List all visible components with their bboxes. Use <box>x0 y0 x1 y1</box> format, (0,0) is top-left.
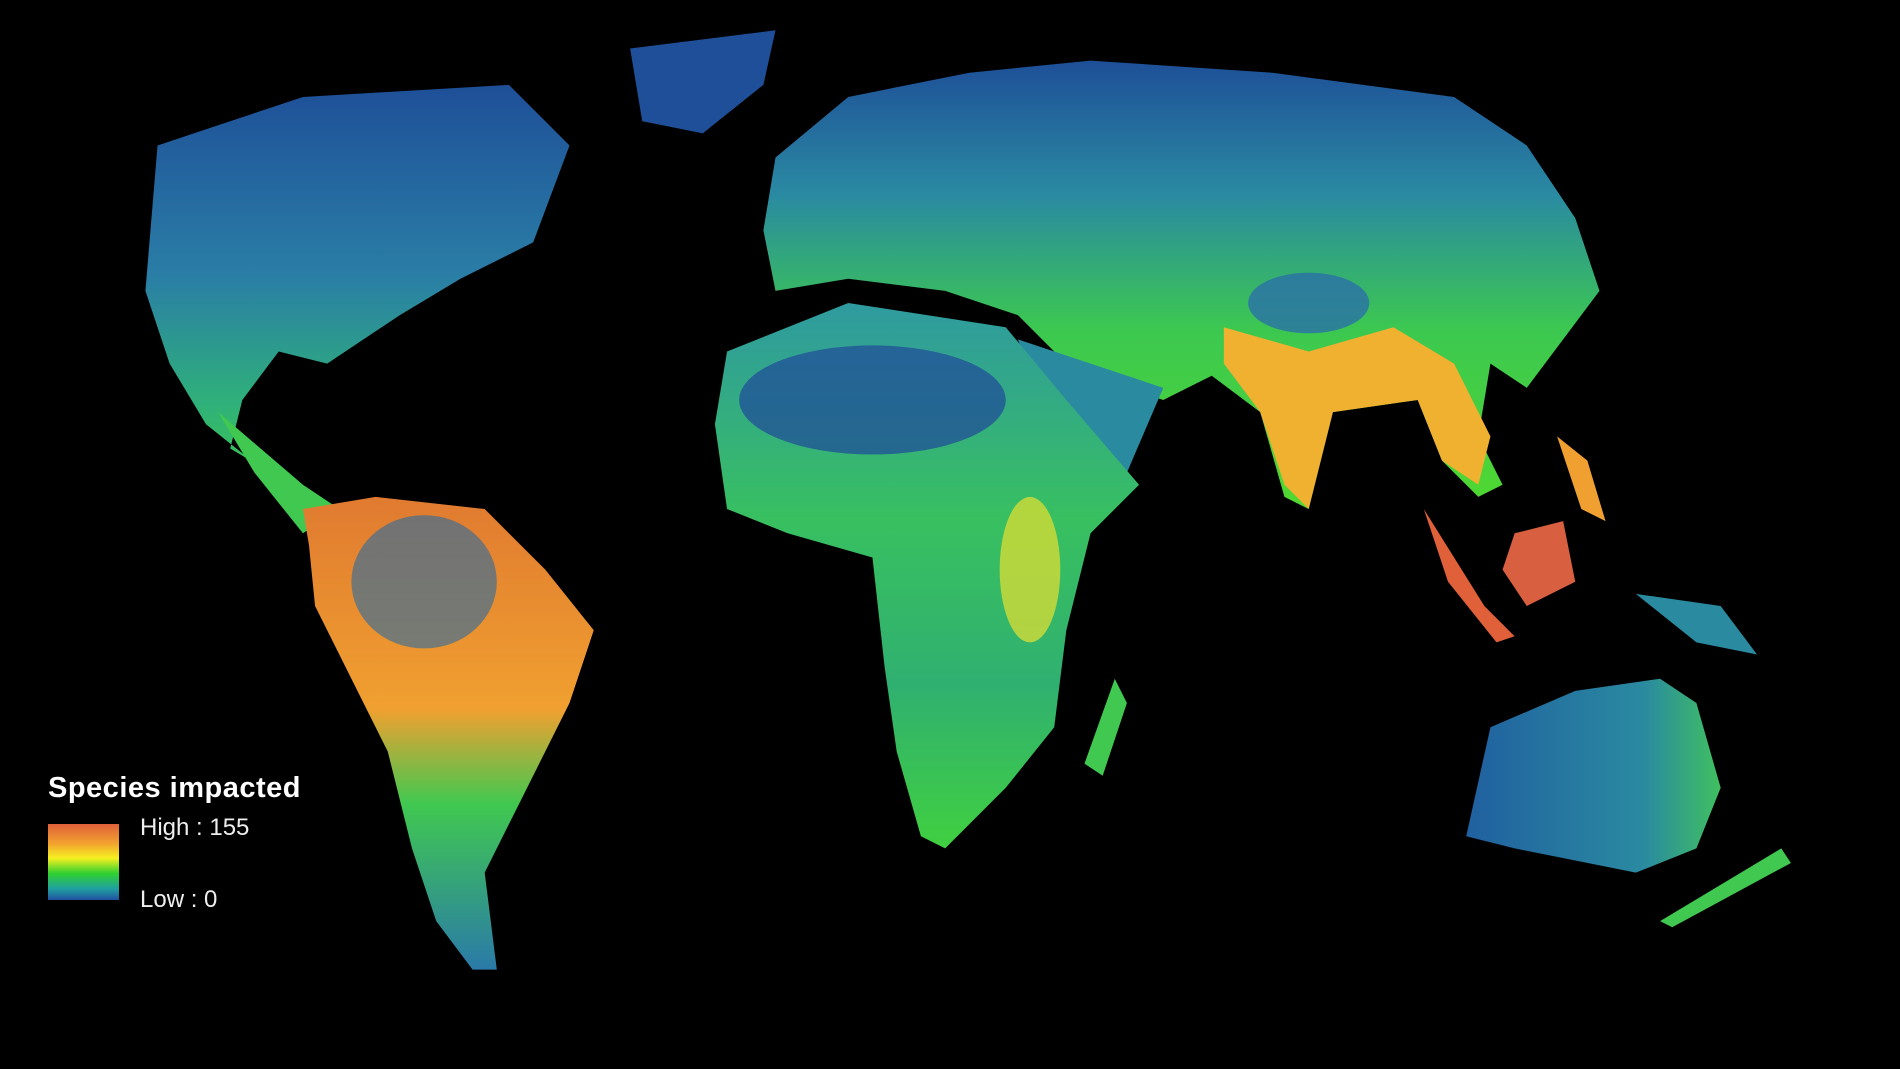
arabia <box>1017 339 1164 485</box>
new-guinea <box>1635 593 1758 655</box>
australia <box>1466 678 1721 873</box>
madagascar <box>1084 678 1127 776</box>
map-legend: Species impacted High : 155 Low : 0 <box>48 772 301 913</box>
himalaya-high-zone <box>1223 327 1491 510</box>
sumatra <box>1423 509 1515 643</box>
land-masses <box>145 30 1791 970</box>
new-zealand <box>1660 848 1791 928</box>
legend-color-ramp <box>48 824 119 900</box>
sahara <box>739 345 1006 455</box>
legend-high-label: High : 155 <box>140 814 250 841</box>
central-america <box>218 412 340 534</box>
amazon-basin <box>351 515 497 649</box>
east-africa-high <box>999 496 1061 643</box>
legend-low-label: Low : 0 <box>140 886 218 913</box>
greenland <box>630 30 776 134</box>
philippines <box>1557 436 1606 522</box>
north-america <box>145 84 570 510</box>
borneo <box>1502 521 1576 607</box>
tibet <box>1248 272 1370 334</box>
legend-title: Species impacted <box>48 772 301 804</box>
